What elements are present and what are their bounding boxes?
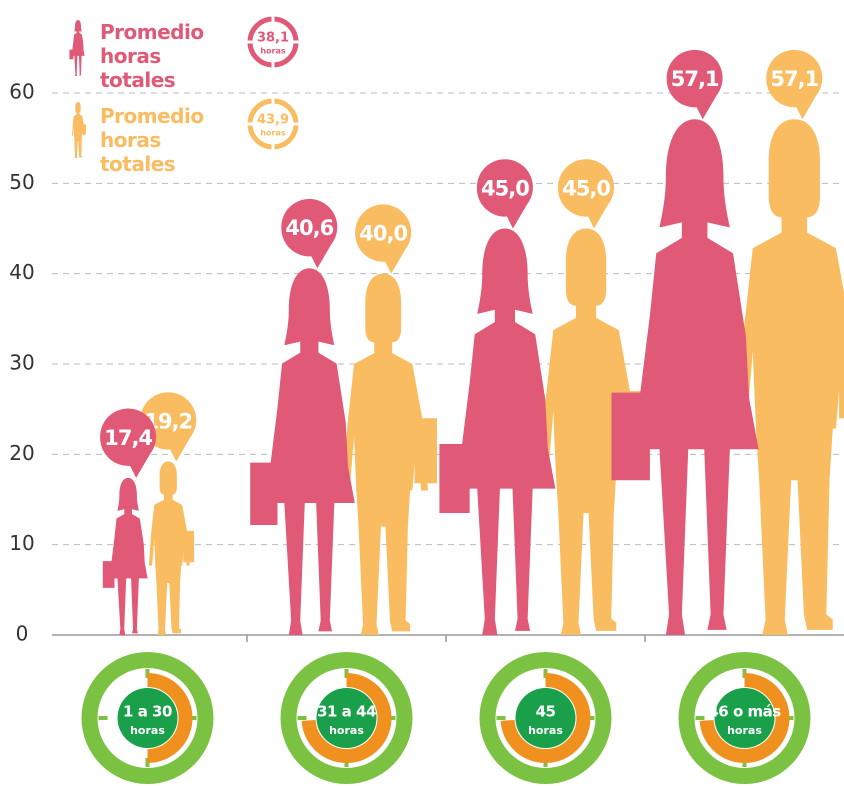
y-tick-label: 0 [16,622,29,646]
value-label: 17,4 [104,426,152,450]
average-value: 43,9 [257,113,289,128]
y-tick-label: 20 [9,441,34,465]
silhouette [737,119,844,635]
silhouette [250,268,355,635]
value-label: 57,1 [770,67,818,91]
value-bubble: 40,6 [281,199,337,268]
silhouette [343,274,437,635]
y-tick-label: 10 [9,531,34,555]
y-tick-label: 30 [9,351,34,375]
category-unit: horas [329,724,364,737]
value-label: 45,0 [481,177,529,201]
category-label: 46 o más [708,703,781,721]
legend-label: Promedio horas totales [100,20,240,92]
value-label: 40,6 [285,216,333,240]
category-unit: horas [130,724,165,737]
value-label: 45,0 [562,177,610,201]
infographic: 010203040506019,240,045,057,117,440,645,… [0,0,844,786]
y-tick-label: 60 [9,80,34,104]
average-unit: horas [260,129,286,138]
y-tick-label: 40 [9,260,34,284]
average-value: 38,1 [257,31,289,46]
category-label: 45 [536,703,556,721]
value-bubble: 57,1 [766,50,822,119]
y-tick-label: 50 [9,170,34,194]
legend-label: Promedio horas totales [100,104,240,176]
category-unit: horas [528,724,563,737]
silhouette [439,229,555,636]
category-label: 31 a 44 [317,703,376,721]
category-unit: horas [727,724,762,737]
value-bubble: 40,0 [355,204,411,273]
legend-icon [72,102,86,158]
value-bubble: 57,1 [667,50,723,119]
average-unit: horas [260,47,286,56]
value-bubble: 45,0 [477,159,533,228]
category-label: 1 a 30 [123,703,172,721]
value-label: 57,1 [671,67,719,91]
legend-icon [69,20,84,76]
silhouette [103,478,148,635]
silhouette [612,119,759,635]
value-bubble: 45,0 [558,159,614,228]
value-bubble: 17,4 [100,409,156,478]
value-label: 40,0 [359,222,407,246]
silhouette [149,462,194,635]
